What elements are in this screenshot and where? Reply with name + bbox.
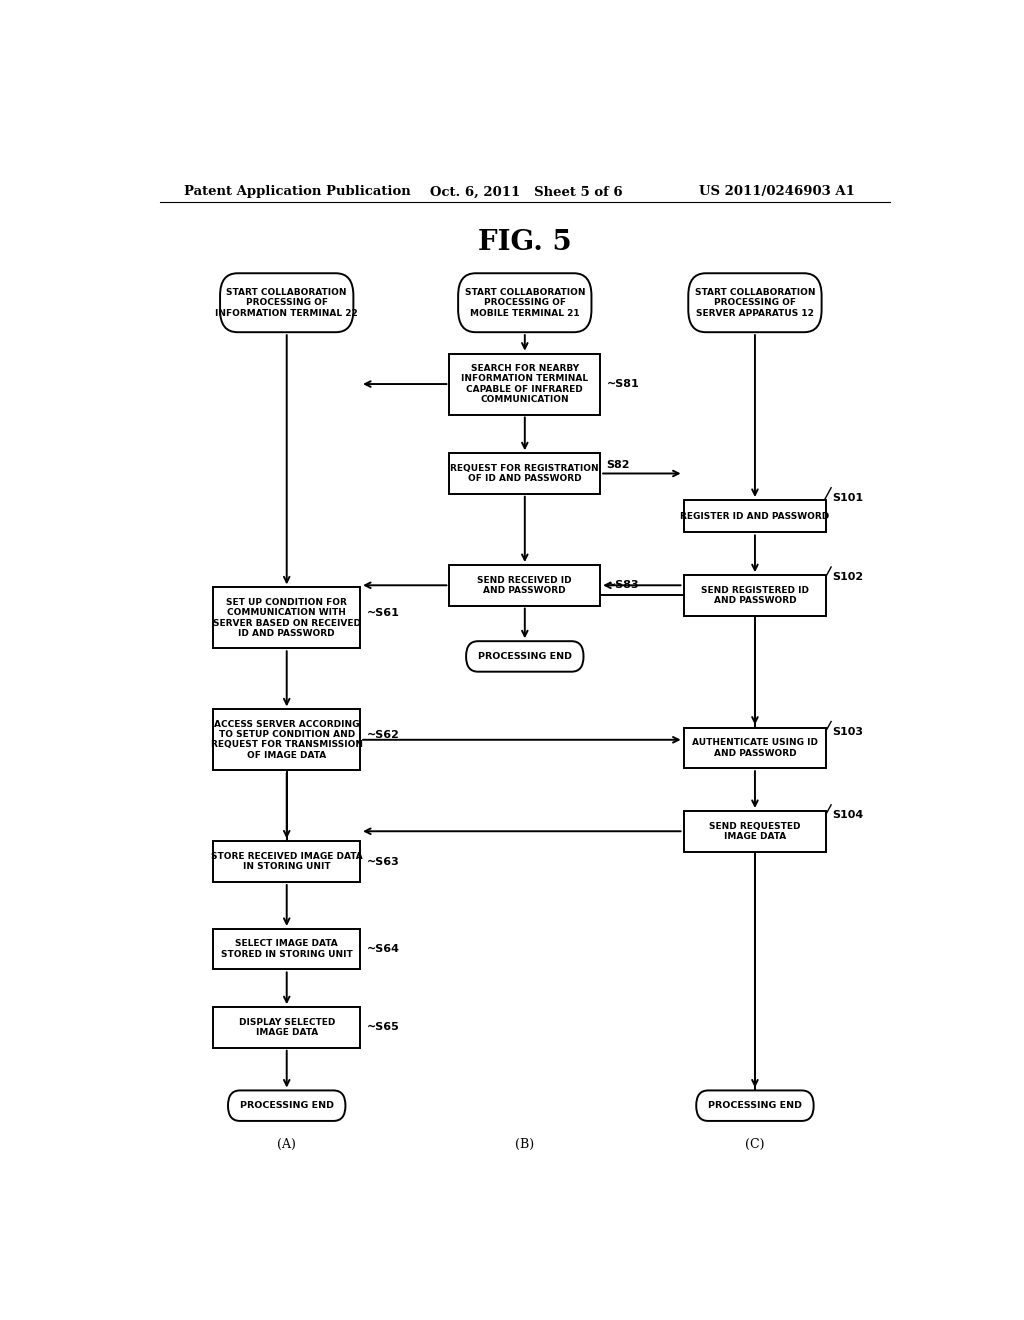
Text: (A): (A) [278,1138,296,1151]
Text: SELECT IMAGE DATA
STORED IN STORING UNIT: SELECT IMAGE DATA STORED IN STORING UNIT [221,940,352,958]
Text: S104: S104 [833,810,864,820]
Text: PROCESSING END: PROCESSING END [478,652,571,661]
Text: DISPLAY SELECTED
IMAGE DATA: DISPLAY SELECTED IMAGE DATA [239,1018,335,1038]
Text: ~S62: ~S62 [367,730,399,739]
FancyBboxPatch shape [684,810,826,851]
FancyBboxPatch shape [450,453,600,494]
Text: STORE RECEIVED IMAGE DATA
IN STORING UNIT: STORE RECEIVED IMAGE DATA IN STORING UNI… [211,851,362,871]
Text: SET UP CONDITION FOR
COMMUNICATION WITH
SERVER BASED ON RECEIVED
ID AND PASSWORD: SET UP CONDITION FOR COMMUNICATION WITH … [213,598,360,638]
FancyBboxPatch shape [228,1090,345,1121]
Text: S103: S103 [833,726,863,737]
Text: (C): (C) [745,1138,765,1151]
Text: SEND RECEIVED ID
AND PASSWORD: SEND RECEIVED ID AND PASSWORD [477,576,572,595]
Text: START COLLABORATION
PROCESSING OF
MOBILE TERMINAL 21: START COLLABORATION PROCESSING OF MOBILE… [465,288,585,318]
FancyBboxPatch shape [220,273,353,333]
Text: S102: S102 [833,572,864,582]
Text: PROCESSING END: PROCESSING END [240,1101,334,1110]
FancyBboxPatch shape [684,500,826,532]
FancyBboxPatch shape [450,354,600,414]
Text: ~S81: ~S81 [606,379,639,389]
Text: ~S83: ~S83 [606,581,639,590]
Text: PROCESSING END: PROCESSING END [708,1101,802,1110]
Text: REGISTER ID AND PASSWORD: REGISTER ID AND PASSWORD [680,512,829,520]
FancyBboxPatch shape [213,841,360,882]
FancyBboxPatch shape [213,709,360,771]
FancyBboxPatch shape [466,642,584,672]
Text: SEARCH FOR NEARBY
INFORMATION TERMINAL
CAPABLE OF INFRARED
COMMUNICATION: SEARCH FOR NEARBY INFORMATION TERMINAL C… [461,364,589,404]
Text: REQUEST FOR REGISTRATION
OF ID AND PASSWORD: REQUEST FOR REGISTRATION OF ID AND PASSW… [451,463,599,483]
FancyBboxPatch shape [688,273,821,333]
Text: US 2011/0246903 A1: US 2011/0246903 A1 [699,185,855,198]
Text: ~S61: ~S61 [367,607,399,618]
Text: Oct. 6, 2011   Sheet 5 of 6: Oct. 6, 2011 Sheet 5 of 6 [430,185,623,198]
FancyBboxPatch shape [684,576,826,616]
FancyBboxPatch shape [213,587,360,648]
FancyBboxPatch shape [450,565,600,606]
Text: START COLLABORATION
PROCESSING OF
SERVER APPARATUS 12: START COLLABORATION PROCESSING OF SERVER… [694,288,815,318]
FancyBboxPatch shape [213,1007,360,1048]
Text: START COLLABORATION
PROCESSING OF
INFORMATION TERMINAL 22: START COLLABORATION PROCESSING OF INFORM… [215,288,358,318]
Text: AUTHENTICATE USING ID
AND PASSWORD: AUTHENTICATE USING ID AND PASSWORD [692,738,818,758]
Text: FIG. 5: FIG. 5 [478,230,571,256]
Text: Patent Application Publication: Patent Application Publication [183,185,411,198]
FancyBboxPatch shape [213,929,360,969]
Text: SEND REGISTERED ID
AND PASSWORD: SEND REGISTERED ID AND PASSWORD [701,586,809,605]
FancyBboxPatch shape [684,727,826,768]
Text: S82: S82 [606,461,630,470]
Text: ~S64: ~S64 [367,944,399,954]
Text: (B): (B) [515,1138,535,1151]
FancyBboxPatch shape [458,273,592,333]
Text: ~S65: ~S65 [367,1023,399,1032]
Text: SEND REQUESTED
IMAGE DATA: SEND REQUESTED IMAGE DATA [710,821,801,841]
FancyBboxPatch shape [696,1090,814,1121]
Text: ~S63: ~S63 [367,857,399,867]
Text: ACCESS SERVER ACCORDING
TO SETUP CONDITION AND
REQUEST FOR TRANSMISSION
OF IMAGE: ACCESS SERVER ACCORDING TO SETUP CONDITI… [211,719,362,760]
Text: S101: S101 [833,492,864,503]
